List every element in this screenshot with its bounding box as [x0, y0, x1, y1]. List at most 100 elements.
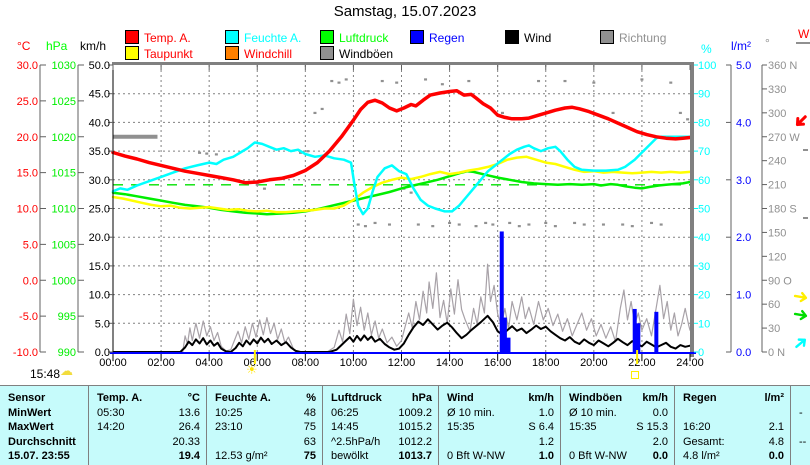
legend-color-swatch [320, 46, 334, 60]
cell-label: 4.8 l/m² [683, 450, 720, 463]
cell-value: 1015.2 [398, 421, 432, 434]
table-row: Ø 10 min. 0.0 [561, 406, 674, 421]
svg-text:60: 60 [768, 299, 780, 311]
svg-text:02:00: 02:00 [147, 357, 175, 369]
svg-text:270 W: 270 W [768, 132, 800, 144]
cell-label: Gesamt: [683, 435, 725, 448]
cell-label: Feuchte A. [215, 392, 271, 404]
edge-cell: -- [791, 435, 810, 450]
table-row: 06:25 1009.2 [323, 406, 438, 421]
cell-label: Temp. A. [97, 392, 143, 404]
cell-label: 10:25 [215, 406, 243, 419]
legend-item-richtung: Richtung [600, 30, 666, 45]
cell-label: Ø 10 min. [447, 406, 495, 419]
hour-ticks [112, 65, 691, 360]
table-row: 16:20 2.1 [675, 420, 790, 435]
svg-text:12:00: 12:00 [388, 357, 416, 369]
legend-label: Windböen [339, 47, 394, 61]
svg-text:-10.0: -10.0 [13, 347, 38, 359]
cell-value: S 15.3 [636, 421, 668, 434]
svg-text:180 S: 180 S [768, 204, 797, 216]
table-row: 2.0 [561, 435, 674, 450]
direction-series [113, 78, 690, 228]
svg-text:10.0: 10.0 [89, 290, 110, 302]
svg-text:20: 20 [698, 290, 710, 302]
svg-text:30: 30 [768, 323, 780, 335]
svg-text:995: 995 [58, 311, 76, 323]
cell-value: 0.0 [652, 406, 668, 419]
svg-text:0.0: 0.0 [95, 347, 110, 359]
cell-value: km/h [642, 392, 668, 404]
legend-label: Taupunkt [144, 47, 193, 61]
svg-text:1020: 1020 [52, 132, 76, 144]
legend-label: Luftdruck [339, 31, 389, 45]
cell-value: 1.0 [538, 406, 554, 419]
cell-label: Ø 10 min. [569, 406, 617, 419]
cell-value: 2.1 [768, 421, 784, 434]
cut-axis-tick [803, 217, 808, 219]
legend-color-swatch [225, 30, 239, 44]
axis-unit-percent: % [701, 42, 712, 56]
cell-label: MinWert [8, 406, 52, 419]
legend-color-swatch [225, 46, 239, 60]
svg-text:15.0: 15.0 [17, 168, 38, 180]
svg-text:22:00: 22:00 [628, 357, 656, 369]
svg-text:1015: 1015 [52, 168, 76, 180]
svg-text:990: 990 [58, 347, 76, 359]
sunset-square-icon [631, 371, 639, 379]
svg-text:80: 80 [698, 117, 710, 129]
table-row: 0 Bft W-NW 1.0 [439, 449, 560, 464]
legend-label: Windchill [244, 47, 293, 61]
legend-color-swatch [125, 30, 139, 44]
table-column-header: Windböen km/h [561, 391, 674, 406]
svg-text:00:00: 00:00 [99, 357, 127, 369]
cell-label: 14:45 [331, 421, 359, 434]
trend-arrow-falling [795, 115, 807, 127]
cell-value: % [306, 392, 316, 404]
cut-axis-tick [803, 149, 808, 151]
cell-value: 26.4 [178, 421, 200, 434]
gusts-series [112, 263, 691, 353]
trend-arrow-steady [793, 291, 808, 303]
svg-text:30.0: 30.0 [17, 60, 38, 72]
cell-label: 05:30 [97, 406, 125, 419]
table-row-label: 15.07. 23:55 [0, 449, 88, 464]
cut-off-edge-column: - -- [790, 386, 810, 465]
svg-text:24:00: 24:00 [676, 357, 704, 369]
svg-text:150: 150 [768, 227, 786, 239]
svg-text:300: 300 [768, 108, 786, 120]
cell-value: 1009.2 [398, 406, 432, 419]
cell-label: Windböen [569, 392, 623, 404]
svg-text:04:00: 04:00 [195, 357, 223, 369]
cell-label: Durchschnitt [8, 435, 76, 448]
svg-text:50.0: 50.0 [89, 60, 110, 72]
sensor-summary-table: Sensor MinWert MaxWert Durchschnitt 15.07. 2… [0, 385, 810, 465]
table-row: 19.4 [89, 449, 206, 464]
trend-arrows [793, 115, 808, 349]
table-row: 15:35 S 15.3 [561, 420, 674, 435]
svg-text:1.0: 1.0 [736, 290, 751, 302]
sunrise-sun-icon: ☀ [246, 362, 258, 377]
edge-cell: - [791, 406, 810, 421]
edge-cell [791, 391, 810, 406]
cell-value: 48 [303, 406, 316, 419]
trend-arrow-rising [795, 338, 807, 349]
cell-label: MaxWert [8, 421, 54, 434]
svg-text:30.0: 30.0 [89, 175, 110, 187]
cell-value: km/h [528, 392, 554, 404]
cell-label: 12.53 g/m² [215, 450, 268, 463]
table-row: bewölkt 1013.7 [323, 449, 438, 464]
legend-item-feuchte-a-: Feuchte A. [225, 30, 301, 45]
legend-label: Regen [429, 31, 465, 45]
svg-text:30: 30 [698, 261, 710, 273]
legend-item-windchill: Windchill [225, 46, 293, 61]
legend-item-luftdruck: Luftdruck [320, 30, 389, 45]
axis-unit-degrees: ° [765, 36, 770, 50]
svg-text:70: 70 [698, 146, 710, 158]
legend-label: Wind [524, 31, 552, 45]
table-row: 20.33 [89, 435, 206, 450]
cell-value: 13.6 [178, 406, 200, 419]
table-row: 05:30 13.6 [89, 406, 206, 421]
svg-text:10.0: 10.0 [17, 204, 38, 216]
column-temp-a-: Temp. A. °C 05:30 13.6 14:20 26.4 20.33 19.4 [88, 386, 206, 465]
